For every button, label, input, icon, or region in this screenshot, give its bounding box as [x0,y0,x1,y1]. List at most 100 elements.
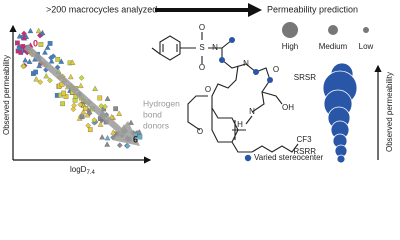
top-label: SRSR [294,73,316,82]
y-axis-label: Observed permeability [2,55,11,135]
atom-label: O [199,23,205,32]
hbd-arrow [24,44,140,146]
size-key [328,25,338,35]
molecule: S O O N N O O OH O N H CF3 Varied stereo… [151,23,324,162]
end-label: 6 [133,134,138,144]
atom-label: S [199,43,204,52]
scatter-point [33,69,38,75]
scatter-point [104,141,111,147]
scatter-point [98,103,105,109]
x-axis-label-sub: 7.4 [86,170,95,176]
legend-text: Varied stereocenter [254,153,324,162]
scatter-point [16,33,23,39]
scatter-point [97,121,104,127]
atom-label: O [205,85,211,94]
scatter-point [21,35,28,41]
left-panel: Observed permeability logD7.4 0 6 Hydrog… [2,24,180,176]
scatter-point [43,73,50,79]
scatter-point [22,57,29,63]
scatter-point [80,108,87,115]
x-axis-label: logD7.4 [70,165,95,175]
size-label: Low [359,42,374,51]
scatter-point [97,95,103,101]
size-key [363,27,369,33]
scatter-point [21,30,27,37]
scatter-point [87,127,93,133]
scatter-point [79,114,85,120]
scatter-point [102,103,108,110]
start-label: 0 [33,38,38,48]
right-axis-label: Observed permeability [385,72,394,152]
arrow-label: bond [143,109,162,119]
size-label: Medium [319,42,348,51]
scatter-point [58,58,65,64]
x-axis-label-main: logD [70,165,87,174]
atom-label: N [212,43,218,52]
scatter-point [104,135,111,141]
header-left: >200 macrocycles analyzed [46,4,157,14]
scatter-point [42,49,48,55]
scatter-point [77,101,84,108]
atom-label: N [243,59,249,68]
scatter-point [110,129,117,135]
scatter-point [27,27,34,34]
right-panel: High Medium Low SRSR RSRR Observed perme… [282,22,394,164]
scatter-point [60,101,65,107]
bubble [336,154,346,164]
stereocenter [229,37,235,43]
scatter-point [91,117,98,123]
header-right: Permeability prediction [267,4,358,14]
scatter-point [44,44,51,50]
bubble-stack [322,62,358,164]
scatter-point [104,95,111,101]
atom-label: O [273,65,279,74]
atom-label: H [237,120,243,129]
atom-label: OH [282,103,294,112]
scatter-point [33,76,40,82]
scatter-point [26,58,33,64]
scatter-point [20,63,27,70]
scatter-point [50,53,57,60]
tolyl-ring [151,35,196,61]
scatter-point [70,106,77,113]
scatter-point [48,58,55,64]
scatter-point [36,62,43,69]
macrocycle [201,32,283,113]
scatter-point [78,75,85,81]
scatter-point [39,29,46,36]
scatter-point [16,44,22,51]
scatter-point [116,110,122,116]
scatter-point [67,73,74,80]
legend-dot [244,154,252,162]
scatter-point [47,41,53,46]
scatter-point [47,77,53,84]
atom-label: O [197,127,203,136]
size-label: High [282,42,298,51]
scatter-point [83,106,88,111]
scatter-point [38,42,44,47]
aryl-ring [211,106,299,153]
scatter-point [69,59,76,65]
size-key [282,22,298,38]
arrow-label: Hydrogen [143,98,180,108]
ether-link [187,95,208,131]
figure: >200 macrocycles analyzed Permeability p… [2,3,394,176]
scatter-point [128,119,134,125]
stereocenter [253,69,259,75]
stereocenter [267,77,273,83]
scatter-point [55,56,61,62]
scatter-point [99,134,105,140]
atom-label: CF3 [296,135,312,144]
scatter-point [113,106,119,112]
header-arrowhead [248,3,262,17]
scatter-point [15,40,20,46]
scatter-point [86,110,93,117]
scatter-point [117,142,123,149]
bottom-label: RSRR [293,147,316,156]
scatter-point [124,143,131,149]
atom-label: O [199,63,205,72]
scatter-point [137,134,143,140]
atom-label: N [249,107,255,116]
scatter-point [72,97,78,103]
scatter-point [35,27,42,34]
